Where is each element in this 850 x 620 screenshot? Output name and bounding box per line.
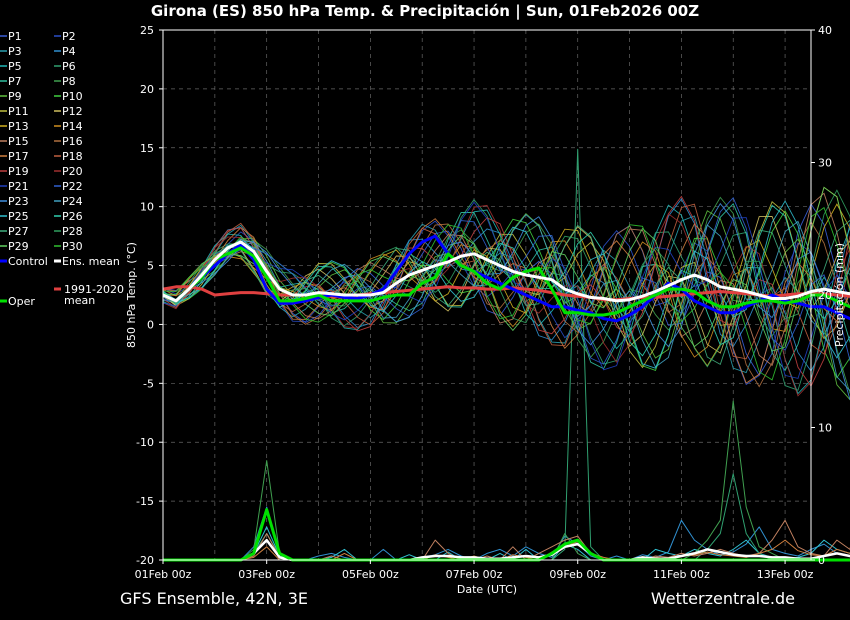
legend-label: P24 [62,195,83,208]
legend-label: P23 [8,195,29,208]
legend: P1 P2 P3 P4 P5 P6 P7 P8 P9 P10 P11 P12 P13 P14 P15 P16 P… [0,30,124,308]
temp-line-ens-mean [162,240,850,303]
x-tick-label: 13Feb 00z [757,568,814,581]
model-info: GFS Ensemble, 42N, 3E [120,589,308,608]
legend-label: P29 [8,240,29,253]
member-line-p16 [162,221,850,388]
precip-line-p25 [163,526,850,561]
y-left-tick-label: 25 [140,24,154,37]
member-line-p6 [162,198,850,391]
legend-label: P27 [8,225,29,238]
y-left-tick-label: -20 [136,554,154,567]
legend-label: P28 [62,225,83,238]
chart-title: Girona (ES) 850 hPa Temp. & Precipitació… [150,2,700,20]
y-right-tick-label: 40 [818,24,832,37]
y-left-tick-label: 10 [140,201,154,214]
y-left-axis-label: 850 hPa Temp. (°C) [125,242,138,348]
legend-label: P2 [62,30,76,43]
main-lines [162,234,850,562]
legend-label: P7 [8,75,22,88]
y-left-tick-label: -10 [136,436,154,449]
legend-label: P25 [8,210,29,223]
x-tick-label: 01Feb 00z [135,568,192,581]
y-right-tick-label: 20 [818,289,832,302]
member-line-p27 [162,219,850,366]
legend-label: P13 [8,120,29,133]
member-line-p20 [162,204,850,397]
legend-label: P15 [8,135,29,148]
legend-label: P12 [62,105,83,118]
legend-label: Control [8,255,48,268]
precip-line-p15 [163,519,850,561]
y-right-tick-label: 10 [818,422,832,435]
source-credit: Wetterzentrale.de [650,589,795,608]
legend-label: P17 [8,150,29,163]
legend-label: P19 [8,165,29,178]
legend-label: P26 [62,210,83,223]
member-line-p30 [162,206,850,381]
x-tick-label: 11Feb 00z [653,568,710,581]
member-line-p18 [162,203,850,360]
precip-line-p8 [163,400,850,561]
legend-label: Ens. mean [62,255,120,268]
member-line-p28 [162,189,850,368]
legend-label: P1 [8,30,22,43]
legend-label: P11 [8,105,29,118]
y-left-tick-label: 0 [147,318,154,331]
legend-label: P3 [8,45,22,58]
y-right-tick-label: 30 [818,157,832,170]
temp-line-control [162,234,850,323]
legend-label: P6 [62,60,76,73]
legend-label: 1991-2020 [64,283,124,296]
legend-label: P18 [62,150,83,163]
legend-label: mean [64,294,95,307]
legend-label: P16 [62,135,83,148]
legend-label: P9 [8,90,22,103]
member-line-p17 [162,218,850,384]
member-lines [162,148,850,561]
member-line-p3 [162,215,850,374]
member-line-p13 [162,203,850,367]
legend-label: P14 [62,120,83,133]
y-left-tick-label: -15 [136,495,154,508]
legend-label: P4 [62,45,76,58]
y-left-tick-label: 5 [147,260,154,273]
y-left-tick-label: 20 [140,83,154,96]
x-tick-label: 09Feb 00z [549,568,606,581]
legend-label: P21 [8,180,29,193]
legend-label: P30 [62,240,83,253]
member-line-p1 [162,202,850,377]
legend-label: P20 [62,165,83,178]
y-right-tick-label: 0 [818,554,825,567]
x-axis-label: Date (UTC) [457,583,517,596]
axes: 25 20 15 10 5 0 -5 -10 -15 -20 40 30 20 10 0 01Feb 00z 0… [125,24,846,596]
legend-label: P8 [62,75,76,88]
y-left-tick-label: -5 [143,377,154,390]
temp-line-oper [162,246,850,317]
legend-label: P5 [8,60,22,73]
legend-label: Oper [8,295,35,308]
member-line-p23 [162,202,850,400]
x-tick-label: 03Feb 00z [238,568,295,581]
x-tick-label: 05Feb 00z [342,568,399,581]
legend-label: P10 [62,90,83,103]
y-left-tick-label: 15 [140,142,154,155]
y-right-axis-label: Precipitación (mm) [833,243,846,347]
legend-label: P22 [62,180,83,193]
x-tick-label: 07Feb 00z [446,568,503,581]
